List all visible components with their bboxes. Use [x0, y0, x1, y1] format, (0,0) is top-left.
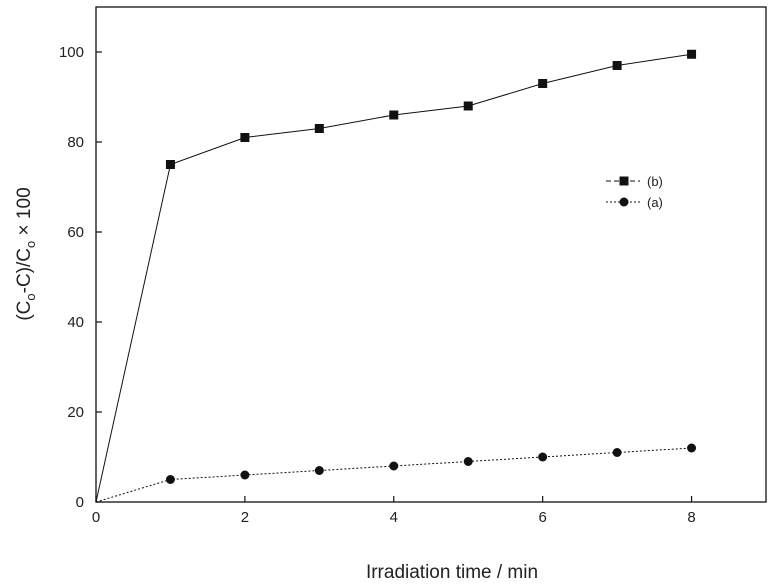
series-layer [95, 49, 697, 503]
legend-marker [619, 197, 629, 207]
legend-marker [619, 176, 629, 186]
y-axis-title-part: -C)/C [14, 248, 35, 293]
data-point [463, 457, 473, 466]
data-point [463, 101, 473, 111]
x-tick-label: 2 [241, 509, 249, 526]
data-point [389, 110, 399, 120]
legend-label: (a) [647, 195, 663, 210]
data-point [240, 470, 250, 480]
x-tick-label: 8 [687, 509, 695, 526]
data-point [389, 461, 399, 471]
y-axis-ticks: 0 20 40 60 80 100 [59, 44, 102, 511]
y-tick-label: 100 [59, 44, 84, 61]
legend-label: (b) [647, 174, 663, 189]
data-point [687, 443, 697, 453]
series-0 [95, 49, 697, 503]
data-point [165, 160, 175, 169]
x-tick-label: 4 [390, 509, 398, 526]
data-point [538, 452, 548, 462]
series-1 [95, 443, 697, 503]
data-point [612, 448, 622, 457]
x-tick-label: 0 [92, 509, 100, 526]
y-axis-title-subscript: o [23, 241, 38, 248]
legend: (b) (a) [606, 174, 663, 210]
y-axis-title-part: (C [14, 301, 35, 321]
series-line [95, 447, 692, 503]
y-axis-title-subscript: o [23, 293, 38, 300]
x-tick-label: 6 [538, 509, 546, 526]
y-tick-label: 20 [67, 404, 84, 421]
y-axis-title: (Co-C)/Co × 100 [14, 187, 38, 320]
data-point [314, 466, 324, 475]
y-tick-label: 60 [67, 224, 84, 241]
data-point [687, 49, 697, 59]
y-tick-label: 80 [67, 134, 84, 151]
data-point [612, 61, 622, 70]
data-point [240, 133, 250, 142]
plot-frame [95, 6, 767, 503]
y-axis-title-part: × 100 [14, 187, 35, 240]
data-point [165, 475, 175, 484]
data-point [538, 79, 548, 88]
y-tick-label: 0 [76, 494, 84, 511]
series-line [95, 53, 692, 503]
x-axis-ticks: 0 2 4 6 8 [92, 496, 696, 526]
y-tick-label: 40 [67, 314, 84, 331]
data-point [314, 124, 324, 133]
x-axis-title: Irradiation time / min [366, 562, 538, 583]
